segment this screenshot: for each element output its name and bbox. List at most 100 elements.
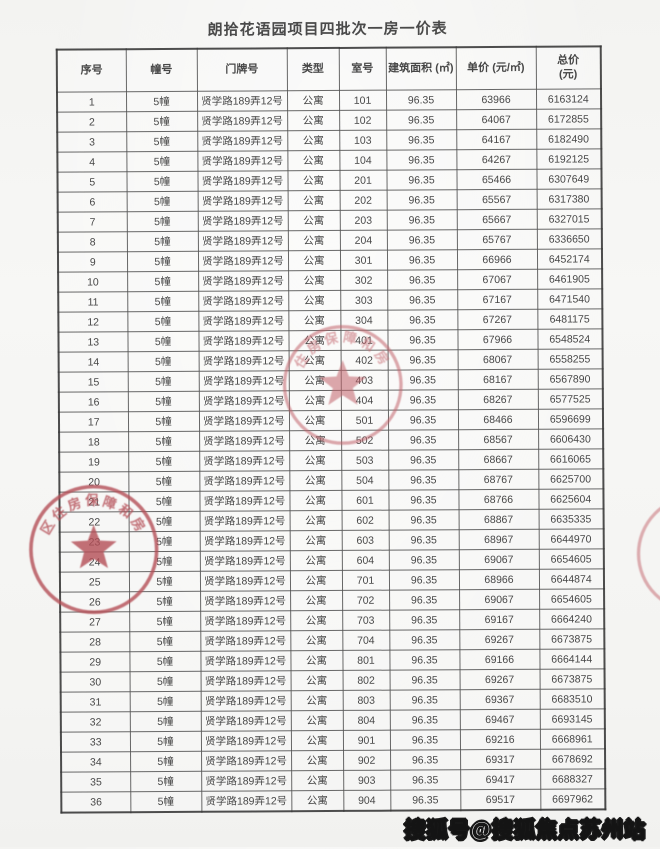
table-row: 36 5幢 贤学路189弄12号 公寓 904 96.35 69517 6697962 <box>61 788 606 813</box>
table-cell: 5幢 <box>130 771 202 792</box>
table-cell: 604 <box>341 550 389 571</box>
table-cell: 96.35 <box>388 489 459 511</box>
table-cell: 公寓 <box>287 170 340 191</box>
table-cell: 5 <box>57 171 127 193</box>
table-cell: 5幢 <box>128 431 200 452</box>
table-cell: 贤学路189弄12号 <box>200 630 291 652</box>
table-cell: 66966 <box>456 249 538 270</box>
table-cell: 96.35 <box>387 349 458 371</box>
table-cell: 贤学路189弄12号 <box>199 430 290 452</box>
table-cell: 30 <box>60 671 130 693</box>
table-cell: 贤学路189弄12号 <box>200 590 291 612</box>
table-cell: 6664144 <box>539 648 605 670</box>
table-cell: 403 <box>340 370 388 391</box>
table-cell: 96.35 <box>388 449 459 471</box>
table-cell: 5幢 <box>128 571 201 592</box>
table-cell: 96.35 <box>387 329 458 351</box>
table-cell: 703 <box>342 610 390 631</box>
table-cell: 公寓 <box>290 730 344 751</box>
table-cell: 96.35 <box>389 589 460 611</box>
table-cell: 6606430 <box>538 428 604 450</box>
sohu-watermark: 搜狐号@搜狐焦点苏州站 <box>404 819 646 843</box>
table-cell: 5幢 <box>129 731 202 752</box>
table-cell: 5幢 <box>126 231 198 252</box>
table-cell: 5幢 <box>126 171 198 192</box>
table-cell: 101 <box>338 90 387 111</box>
table-cell: 贤学路189弄12号 <box>198 310 289 332</box>
table-cell: 贤学路189弄12号 <box>198 350 289 372</box>
table-cell: 6616065 <box>538 448 604 470</box>
table-cell: 8 <box>57 231 127 253</box>
table-cell: 贤学路189弄12号 <box>199 530 290 552</box>
table-cell: 贤学路189弄12号 <box>200 710 291 732</box>
table-cell: 96.35 <box>390 789 461 811</box>
table-cell: 68667 <box>458 449 539 470</box>
table-cell: 69216 <box>459 729 541 750</box>
table-cell: 公寓 <box>288 370 341 391</box>
table-cell: 6654605 <box>539 588 605 610</box>
table-cell: 503 <box>341 450 389 471</box>
table-cell: 贤学路189弄12号 <box>198 370 289 392</box>
table-cell: 公寓 <box>287 210 340 231</box>
table-cell: 69267 <box>459 669 540 690</box>
table-cell: 28 <box>60 631 130 653</box>
table-cell: 96.35 <box>388 529 459 551</box>
column-header: 门牌号 <box>196 48 287 92</box>
table-cell: 5幢 <box>127 271 199 292</box>
table-cell: 公寓 <box>290 630 343 651</box>
table-cell: 6558255 <box>537 348 603 370</box>
table-cell: 96.35 <box>390 769 461 791</box>
table-cell: 19 <box>59 451 129 473</box>
table-cell: 6192125 <box>536 148 602 170</box>
table-cell: 96.35 <box>389 729 461 751</box>
table-cell: 96.35 <box>386 109 457 131</box>
table-cell: 贤学路189弄12号 <box>201 750 292 772</box>
table-cell: 301 <box>339 250 388 271</box>
table-cell: 96.35 <box>389 609 460 631</box>
table-cell: 22 <box>59 511 129 533</box>
table-cell: 65466 <box>456 169 537 190</box>
table-cell: 96.35 <box>388 569 460 591</box>
table-header-row: 序号 幢号 门牌号 类型 室号 建筑面积 (㎡) 单价 (元/㎡) 总价 (元) <box>56 46 601 93</box>
table-cell: 5幢 <box>128 471 200 492</box>
table-cell: 公寓 <box>288 270 341 291</box>
table-cell: 公寓 <box>289 490 342 511</box>
table-cell: 96.35 <box>389 709 460 731</box>
table-cell: 5幢 <box>126 211 198 232</box>
table-cell: 6 <box>57 191 127 213</box>
table-cell: 6673875 <box>539 668 605 690</box>
column-header: 类型 <box>286 47 339 91</box>
table-cell: 18 <box>59 431 129 453</box>
table-cell: 5幢 <box>129 711 201 732</box>
table-cell: 6307649 <box>536 168 602 190</box>
table-cell: 68967 <box>458 529 539 550</box>
table-cell: 6596699 <box>537 408 604 430</box>
table-cell: 903 <box>343 770 391 791</box>
table-cell: 96.35 <box>387 389 458 411</box>
table-cell: 公寓 <box>286 90 340 111</box>
table-cell: 公寓 <box>290 610 343 631</box>
table-cell: 68567 <box>458 429 539 450</box>
table-cell: 贤学路189弄12号 <box>197 230 288 252</box>
table-cell: 6336650 <box>536 228 602 250</box>
table-cell: 2 <box>57 111 127 133</box>
table-cell: 贤学路189弄12号 <box>199 450 290 472</box>
table-cell: 29 <box>60 651 130 673</box>
table-cell: 5幢 <box>128 531 200 552</box>
column-header: 序号 <box>56 49 126 93</box>
table-cell: 6577525 <box>537 388 603 410</box>
table-cell: 公寓 <box>287 190 340 211</box>
table-cell: 5幢 <box>129 591 201 612</box>
table-cell: 35 <box>61 771 131 793</box>
table-cell: 96.35 <box>386 209 457 231</box>
table-cell: 公寓 <box>289 510 342 531</box>
table-cell: 404 <box>340 390 388 411</box>
table-cell: 702 <box>342 590 390 611</box>
table-cell: 公寓 <box>290 710 343 731</box>
table-cell: 67167 <box>457 289 538 310</box>
table-cell: 6678692 <box>540 748 606 770</box>
table-cell: 贤学路189弄12号 <box>197 130 288 152</box>
table-cell: 5幢 <box>127 331 199 352</box>
table-cell: 64167 <box>456 129 537 150</box>
